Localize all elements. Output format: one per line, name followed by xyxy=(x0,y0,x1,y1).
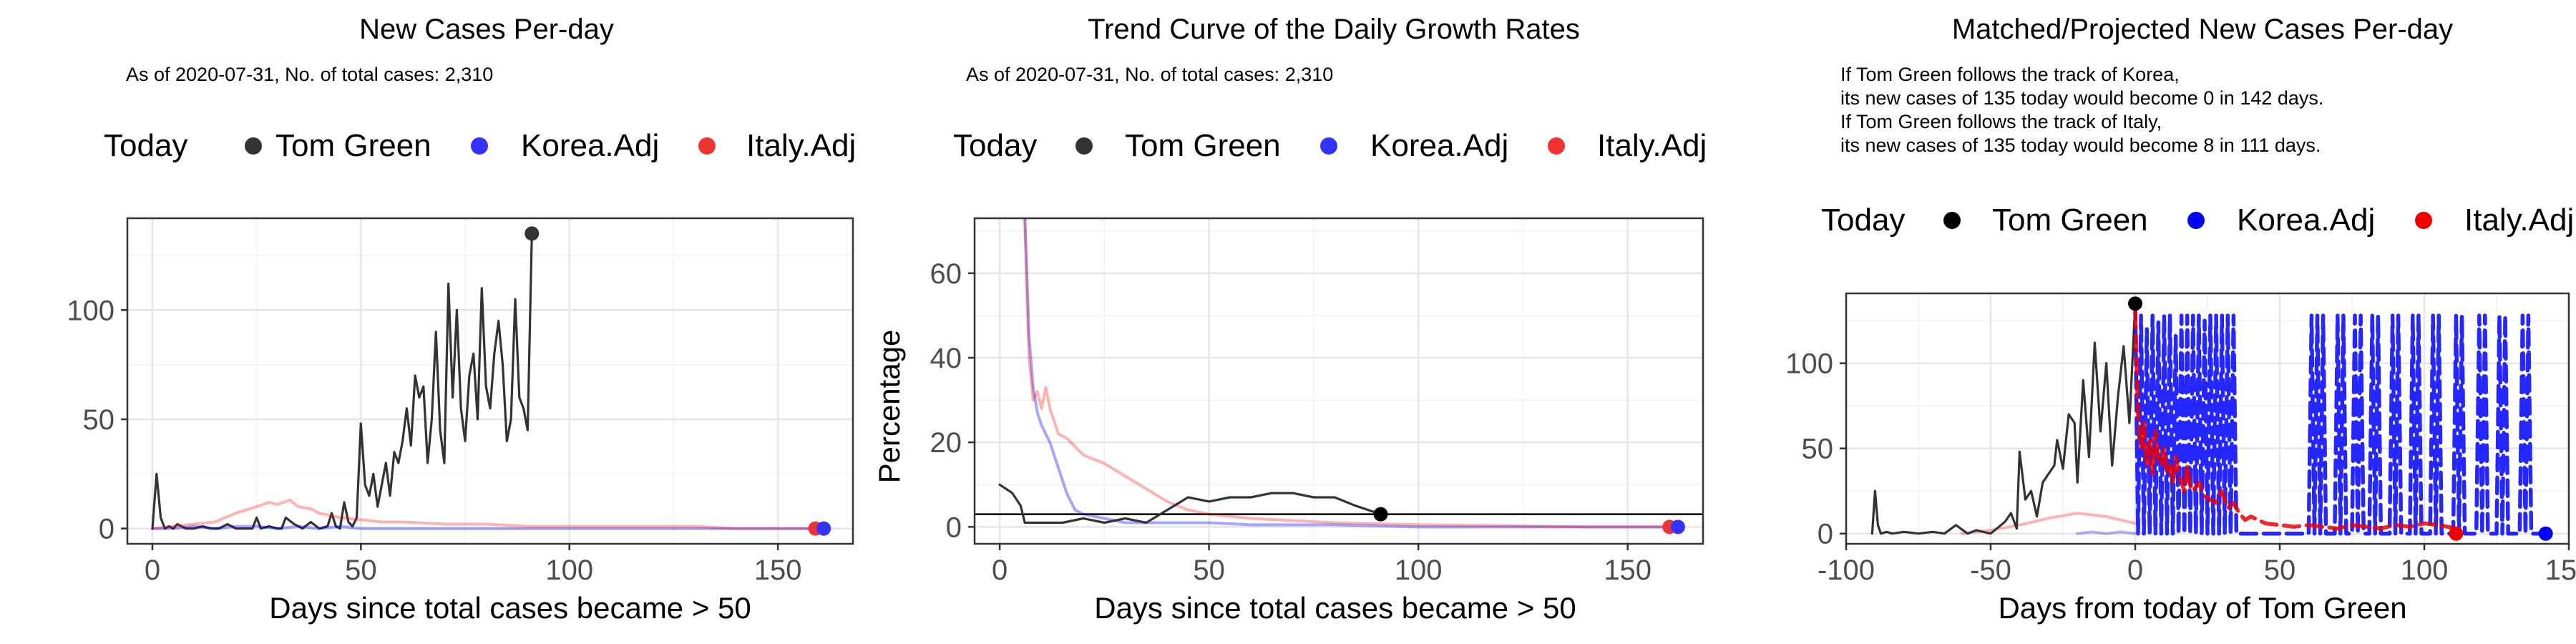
panel-title: New Cases Per-day xyxy=(359,14,614,45)
series-line-italy-adj xyxy=(1960,512,2137,535)
legend-marker-korea xyxy=(1320,137,1337,155)
x-tick-label: 0 xyxy=(2127,555,2143,586)
series-line-tom-green xyxy=(998,483,1382,525)
legend-marker-tom-green xyxy=(1075,137,1093,155)
legend: Today Tom Green Korea.Adj Italy.Adj xyxy=(104,128,856,163)
legend: Today Tom Green Korea.Adj Italy.Adj xyxy=(1821,203,2574,238)
today-point-tom-green xyxy=(525,226,540,241)
today-point-italy-adj xyxy=(2449,526,2464,541)
series-line-korea-adj xyxy=(151,525,829,530)
y-tick-label: 50 xyxy=(83,404,115,436)
series-line-tom-green xyxy=(1870,302,2137,535)
series-line-korea-adj xyxy=(2133,301,2548,536)
legend-entry-italy: Italy.Adj xyxy=(746,128,856,163)
x-tick-label: 150 xyxy=(1604,555,1652,586)
legend-label: Today xyxy=(1821,203,1905,238)
x-tick-label: 100 xyxy=(2401,555,2449,586)
y-tick-label: 60 xyxy=(930,258,962,290)
x-tick-label: 150 xyxy=(2545,555,2576,586)
y-tick-label: 100 xyxy=(1785,348,1833,380)
today-point-korea-adj xyxy=(816,521,831,536)
legend-entry-tom-green: Tom Green xyxy=(1992,203,2148,238)
today-point-tom-green xyxy=(2128,296,2142,311)
y-tick-label: 0 xyxy=(946,512,962,543)
x-tick-label: -100 xyxy=(1818,555,1875,586)
legend-marker-korea xyxy=(471,137,488,155)
x-tick-label: 50 xyxy=(1193,555,1225,586)
series-line-italy-adj xyxy=(1023,218,1672,529)
legend-entry-italy: Italy.Adj xyxy=(2464,203,2574,238)
legend-marker-tom-green xyxy=(245,137,262,155)
legend-entry-italy: Italy.Adj xyxy=(1597,128,1707,163)
today-point-tom-green xyxy=(1373,507,1388,522)
legend-entry-korea: Korea.Adj xyxy=(521,128,659,163)
today-point-korea-adj xyxy=(1670,519,1685,535)
legend-entry-tom-green: Tom Green xyxy=(1125,128,1281,163)
legend-marker-italy xyxy=(1548,137,1565,155)
legend-entry-korea: Korea.Adj xyxy=(1370,128,1508,163)
panel-projected-cases: Matched/Projected New Cases Per-day If T… xyxy=(1785,14,2576,625)
y-tick-label: 50 xyxy=(1802,434,1834,465)
x-tick-label: 100 xyxy=(1395,555,1443,586)
legend-label: Today xyxy=(953,128,1037,163)
panel-title: Matched/Projected New Cases Per-day xyxy=(1952,14,2453,45)
plot-area: 0 50 100 150 0 50 100 xyxy=(67,217,854,586)
x-axis-title: Days since total cases became > 50 xyxy=(1094,591,1576,625)
y-tick-label: 100 xyxy=(67,295,114,326)
x-tick-label: 50 xyxy=(345,555,377,586)
legend-marker-italy xyxy=(2415,212,2432,229)
y-axis-title: Percentage xyxy=(872,330,906,484)
legend: Today Tom Green Korea.Adj Italy.Adj xyxy=(953,128,1707,163)
panel-subtitle-line-1: If Tom Green follows the track of Korea, xyxy=(1840,64,2180,85)
plot-border xyxy=(1845,292,2570,545)
x-tick-label: 0 xyxy=(992,555,1008,586)
plot-area: -100 -50 0 50 100 150 0 50 100 xyxy=(1785,292,2576,586)
legend-marker-tom-green xyxy=(1943,212,1961,229)
panel-subtitle-line-3: If Tom Green follows the track of Italy, xyxy=(1840,111,2162,132)
legend-entry-tom-green: Tom Green xyxy=(275,128,431,163)
series-line-italy-adj xyxy=(2133,310,2459,531)
panel-subtitle: As of 2020-07-31, No. of total cases: 2,… xyxy=(126,64,493,85)
x-axis-title: Days since total cases became > 50 xyxy=(269,591,751,625)
panel-subtitle: As of 2020-07-31, No. of total cases: 2,… xyxy=(966,64,1333,85)
x-tick-label: -50 xyxy=(1970,555,2011,586)
series-line-italy-adj xyxy=(151,498,821,530)
panel-title: Trend Curve of the Daily Growth Rates xyxy=(1088,14,1580,45)
series-line-korea-adj xyxy=(2076,530,2137,535)
x-tick-label: 100 xyxy=(545,555,593,586)
x-axis-title: Days from today of Tom Green xyxy=(1998,591,2406,625)
legend-label: Today xyxy=(104,128,187,163)
y-tick-label: 40 xyxy=(930,343,962,374)
plot-area: 0 50 100 150 0 20 40 60 xyxy=(930,217,1704,586)
y-tick-label: 0 xyxy=(1818,519,1833,550)
panel-subtitle-line-4: its new cases of 135 today would become … xyxy=(1840,135,2321,156)
y-tick-label: 20 xyxy=(930,427,962,459)
series-line-tom-green xyxy=(151,232,533,530)
x-tick-label: 150 xyxy=(754,555,802,586)
y-tick-label: 0 xyxy=(99,514,114,545)
series-line-korea-adj xyxy=(1023,218,1679,529)
x-tick-label: 50 xyxy=(2264,555,2296,586)
legend-marker-italy xyxy=(698,137,716,155)
panel-subtitle-line-2: its new cases of 135 today would become … xyxy=(1840,87,2323,109)
legend-entry-korea: Korea.Adj xyxy=(2237,203,2375,238)
plot-border xyxy=(973,217,1704,545)
legend-marker-korea xyxy=(2187,212,2205,229)
panel-new-cases: New Cases Per-day As of 2020-07-31, No. … xyxy=(67,14,856,625)
panel-growth-rates: Trend Curve of the Daily Growth Rates As… xyxy=(872,14,1707,625)
today-point-korea-adj xyxy=(2538,526,2553,541)
plot-border xyxy=(126,217,854,545)
x-tick-label: 0 xyxy=(145,555,160,586)
